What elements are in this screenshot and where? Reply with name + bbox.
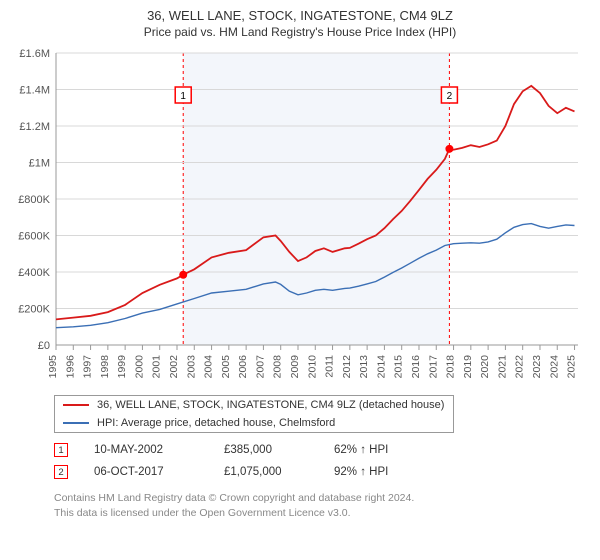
svg-text:£1.4M: £1.4M [19, 85, 50, 97]
svg-text:2015: 2015 [393, 355, 405, 379]
svg-text:2025: 2025 [566, 355, 578, 379]
chart-title: 36, WELL LANE, STOCK, INGATESTONE, CM4 9… [12, 8, 588, 23]
transaction-pct: 62% ↑ HPI [334, 444, 388, 456]
svg-text:2001: 2001 [151, 355, 163, 379]
transactions-table: 1 10-MAY-2002£385,00062% ↑ HPI 2 06-OCT-201… [54, 439, 588, 483]
svg-text:2019: 2019 [462, 355, 474, 379]
svg-text:1998: 1998 [99, 355, 111, 379]
transaction-marker: 1 [54, 443, 68, 457]
svg-text:2000: 2000 [133, 355, 145, 379]
svg-text:2022: 2022 [514, 355, 526, 379]
svg-text:£0: £0 [38, 340, 50, 352]
svg-text:2004: 2004 [203, 355, 215, 379]
svg-text:1999: 1999 [116, 355, 128, 379]
legend-swatch [63, 404, 89, 406]
svg-text:£1M: £1M [29, 158, 50, 170]
svg-text:2005: 2005 [220, 355, 232, 379]
svg-text:1995: 1995 [47, 355, 59, 379]
transaction-price: £1,075,000 [224, 466, 334, 478]
svg-text:2024: 2024 [548, 355, 560, 379]
svg-text:2018: 2018 [445, 355, 457, 379]
svg-text:2010: 2010 [306, 355, 318, 379]
svg-text:2009: 2009 [289, 355, 301, 379]
svg-text:2007: 2007 [254, 355, 266, 379]
line-chart-svg: £0 £200K £400K £600K £800K £1M £1.2M £1.4M £1.6M… [12, 47, 588, 389]
transaction-row: 2 06-OCT-2017£1,075,00092% ↑ HPI [54, 461, 588, 483]
legend-label: HPI: Average price, detached house, Chel… [97, 417, 335, 429]
svg-text:£800K: £800K [18, 194, 50, 206]
transaction-price: £385,000 [224, 444, 334, 456]
marker-flag-1: 1 [175, 87, 191, 103]
svg-text:1: 1 [180, 91, 186, 102]
svg-text:2003: 2003 [185, 355, 197, 379]
svg-text:2002: 2002 [168, 355, 180, 379]
svg-text:£1.2M: £1.2M [19, 121, 50, 133]
svg-text:1996: 1996 [64, 355, 76, 379]
transaction-pct: 92% ↑ HPI [334, 466, 388, 478]
legend-item: HPI: Average price, detached house, Chel… [55, 414, 453, 432]
footer-line-1: Contains HM Land Registry data © Crown c… [54, 491, 588, 506]
chart-container: 36, WELL LANE, STOCK, INGATESTONE, CM4 9… [0, 0, 600, 528]
svg-text:2023: 2023 [531, 355, 543, 379]
marker-dot-2 [445, 145, 453, 153]
svg-text:2016: 2016 [410, 355, 422, 379]
chart-area: £0 £200K £400K £600K £800K £1M £1.2M £1.4M £1.6M… [12, 47, 588, 389]
svg-text:2008: 2008 [272, 355, 284, 379]
legend-label: 36, WELL LANE, STOCK, INGATESTONE, CM4 9… [97, 399, 444, 411]
legend-item: 36, WELL LANE, STOCK, INGATESTONE, CM4 9… [55, 396, 453, 414]
legend-swatch [63, 422, 89, 424]
legend: 36, WELL LANE, STOCK, INGATESTONE, CM4 9… [54, 395, 454, 433]
svg-text:1997: 1997 [82, 355, 94, 379]
svg-text:2012: 2012 [341, 355, 353, 379]
chart-subtitle: Price paid vs. HM Land Registry's House … [12, 25, 588, 39]
svg-text:£400K: £400K [18, 267, 50, 279]
svg-text:£1.6M: £1.6M [19, 48, 50, 60]
svg-text:2017: 2017 [427, 355, 439, 379]
svg-text:2: 2 [447, 91, 453, 102]
marker-flag-2: 2 [441, 87, 457, 103]
footer-line-2: This data is licensed under the Open Gov… [54, 506, 588, 521]
transaction-row: 1 10-MAY-2002£385,00062% ↑ HPI [54, 439, 588, 461]
footer-attribution: Contains HM Land Registry data © Crown c… [54, 491, 588, 520]
svg-text:2013: 2013 [358, 355, 370, 379]
svg-text:2006: 2006 [237, 355, 249, 379]
svg-text:£200K: £200K [18, 304, 50, 316]
svg-text:2021: 2021 [496, 355, 508, 379]
svg-text:£600K: £600K [18, 231, 50, 243]
transaction-date: 10-MAY-2002 [94, 444, 224, 456]
transaction-date: 06-OCT-2017 [94, 466, 224, 478]
svg-text:2011: 2011 [324, 355, 336, 378]
svg-text:2020: 2020 [479, 355, 491, 379]
marker-dot-1 [179, 271, 187, 279]
svg-text:2014: 2014 [375, 355, 387, 379]
transaction-marker: 2 [54, 465, 68, 479]
